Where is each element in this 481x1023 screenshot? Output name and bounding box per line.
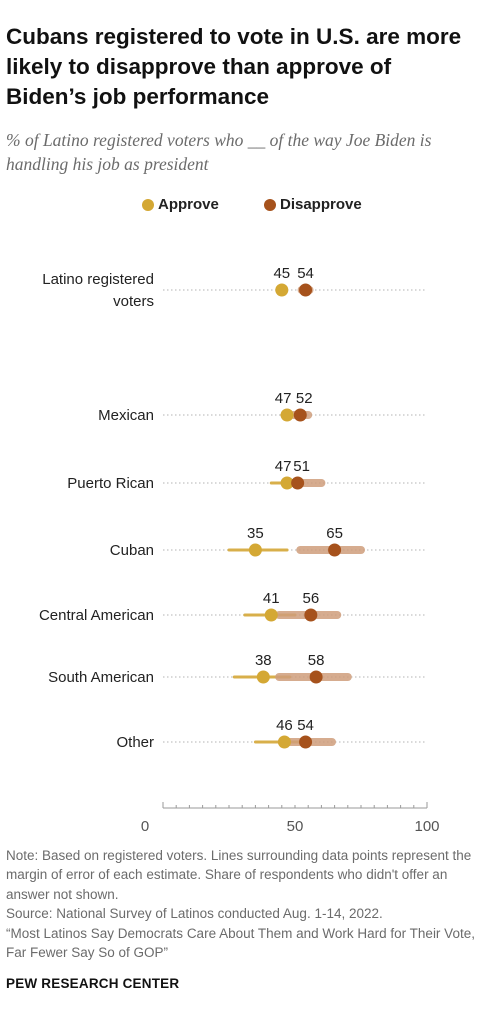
- x-tick-label: 100: [414, 818, 439, 835]
- category-label: Central American: [39, 607, 154, 624]
- chart-title: Cubans registered to vote in U.S. are mo…: [6, 24, 462, 109]
- disapprove-dot: [328, 543, 342, 557]
- category-label: South American: [48, 669, 154, 686]
- note-text: Note: Based on registered voters. Lines …: [6, 848, 472, 902]
- approve-dot: [264, 608, 278, 622]
- category-label: Latino registered: [42, 271, 154, 288]
- category-label: Cuban: [110, 542, 154, 559]
- approve-value-label: 45: [273, 265, 290, 282]
- x-tick-label: 50: [287, 818, 304, 835]
- chart-note: Note: Based on registered voters. Lines …: [6, 846, 476, 962]
- approve-value-label: 35: [247, 525, 264, 542]
- disapprove-dot: [299, 283, 313, 297]
- disapprove-dot: [293, 408, 307, 422]
- disapprove-value-label: 54: [297, 265, 314, 282]
- disapprove-dot: [299, 735, 313, 749]
- legend-approve-dot: [142, 198, 154, 211]
- approve-value-label: 41: [263, 590, 280, 607]
- category-label: Other: [116, 734, 154, 751]
- approve-dot: [277, 735, 291, 749]
- disapprove-value-label: 56: [302, 590, 319, 607]
- approve-value-label: 47: [275, 458, 292, 475]
- approve-dot: [248, 543, 262, 557]
- disapprove-value-label: 58: [308, 652, 325, 669]
- disapprove-dot: [291, 476, 305, 490]
- approve-dot: [256, 670, 270, 684]
- disapprove-value-label: 52: [296, 390, 313, 407]
- report-text: “Most Latinos Say Democrats Care About T…: [6, 925, 475, 961]
- disapprove-dot: [304, 608, 318, 622]
- legend-disapprove-label: Disapprove: [280, 196, 362, 213]
- pew-brand-logo: PEW RESEARCH CENTER: [6, 976, 180, 991]
- disapprove-dot: [309, 670, 323, 684]
- legend-item-disapprove: Disapprove: [264, 196, 362, 213]
- approve-value-label: 38: [255, 652, 272, 669]
- disapprove-value-label: 65: [326, 525, 343, 542]
- approve-dot: [280, 476, 294, 490]
- x-tick-label: 0: [141, 818, 149, 835]
- category-label: voters: [113, 293, 154, 310]
- legend-approve-label: Approve: [158, 196, 219, 213]
- disapprove-value-label: 54: [297, 717, 314, 734]
- approve-value-label: 46: [276, 717, 293, 734]
- legend-disapprove-dot: [264, 198, 276, 211]
- approve-dot: [280, 408, 294, 422]
- category-label: Puerto Rican: [67, 475, 154, 492]
- source-text: Source: National Survey of Latinos condu…: [6, 906, 383, 922]
- category-label: Mexican: [98, 407, 154, 424]
- legend: Approve Disapprove: [0, 196, 481, 218]
- legend-item-approve: Approve: [142, 196, 219, 213]
- approve-dot: [275, 283, 289, 297]
- chart-subtitle: % of Latino registered voters who __ of …: [6, 130, 432, 174]
- approve-value-label: 47: [275, 390, 292, 407]
- disapprove-value-label: 51: [293, 458, 310, 475]
